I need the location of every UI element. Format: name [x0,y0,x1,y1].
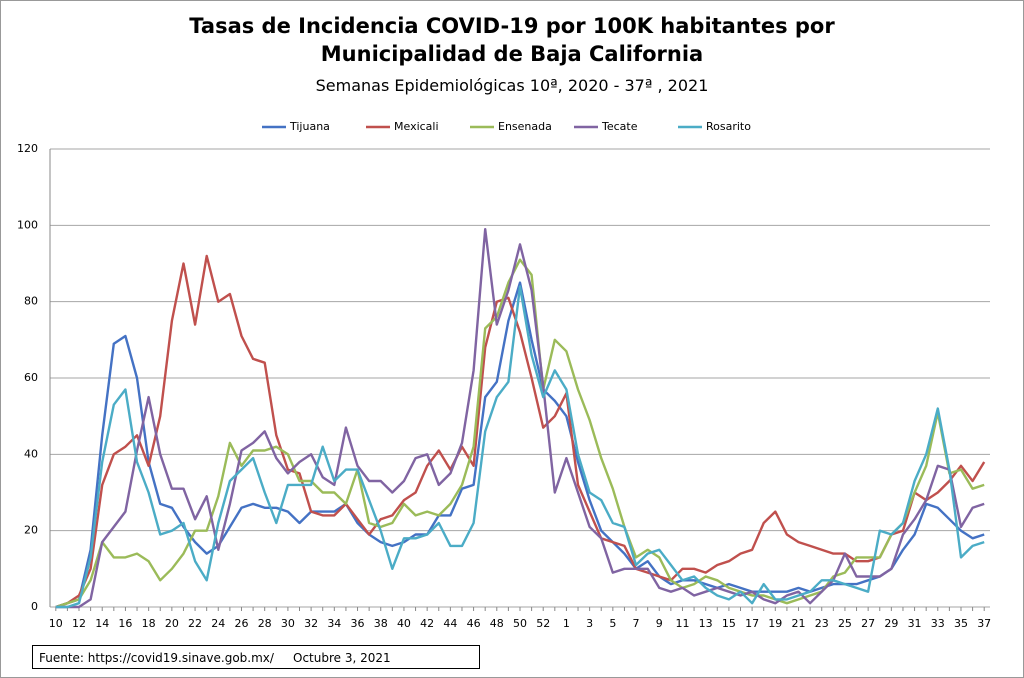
source-note: Fuente: https://covid19.sinave.gob.mx/ O… [32,645,480,669]
x-tick-label: 30 [281,617,295,630]
x-tick-label: 38 [374,617,388,630]
x-tick-label: 42 [420,617,434,630]
legend-label: Tijuana [289,120,330,133]
x-tick-label: 25 [838,617,852,630]
x-tick-label: 52 [536,617,550,630]
x-tick-label: 3 [586,617,593,630]
y-tick-label: 100 [17,218,38,231]
y-tick-label: 120 [17,142,38,155]
x-tick-label: 18 [142,617,156,630]
x-tick-label: 21 [792,617,806,630]
legend-label: Ensenada [498,120,552,133]
y-tick-label: 60 [24,371,38,384]
x-tick-label: 50 [513,617,527,630]
x-tick-label: 33 [931,617,945,630]
x-tick-label: 1 [563,617,570,630]
x-tick-label: 26 [234,617,248,630]
x-tick-label: 40 [397,617,411,630]
x-tick-label: 44 [443,617,457,630]
x-tick-label: 27 [861,617,875,630]
x-tick-label: 13 [699,617,713,630]
y-tick-label: 80 [24,295,38,308]
x-tick-label: 48 [490,617,504,630]
series-line [55,254,986,609]
x-tick-label: 24 [211,617,225,630]
x-tick-label: 5 [609,617,616,630]
x-tick-label: 46 [467,617,481,630]
y-tick-label: 40 [24,447,38,460]
x-tick-label: 32 [304,617,318,630]
y-tick-label: 20 [24,524,38,537]
legend-label: Tecate [601,120,638,133]
x-tick-label: 28 [258,617,272,630]
x-tick-label: 34 [327,617,341,630]
x-tick-label: 14 [95,617,109,630]
x-tick-label: 37 [977,617,991,630]
x-tick-label: 10 [49,617,63,630]
legend-label: Mexicali [394,120,439,133]
x-tick-label: 35 [954,617,968,630]
x-tick-label: 29 [884,617,898,630]
x-tick-label: 11 [675,617,689,630]
x-tick-label: 19 [768,617,782,630]
x-tick-label: 31 [908,617,922,630]
x-tick-label: 16 [118,617,132,630]
series-line [55,285,985,609]
series-line [55,228,985,609]
x-tick-label: 9 [656,617,663,630]
x-tick-label: 12 [72,617,86,630]
x-tick-label: 17 [745,617,759,630]
x-tick-label: 23 [815,617,829,630]
chart-title: Tasas de Incidencia COVID-19 por 100K ha… [189,14,835,66]
x-tick-label: 15 [722,617,736,630]
x-tick-label: 22 [188,617,202,630]
x-tick-label: 36 [351,617,365,630]
y-tick-label: 0 [31,600,38,613]
legend-label: Rosarito [706,120,751,133]
x-tick-label: 20 [165,617,179,630]
x-tick-label: 7 [633,617,640,630]
chart-subtitle: Semanas Epidemiológicas 10ª, 2020 - 37ª … [315,76,709,95]
